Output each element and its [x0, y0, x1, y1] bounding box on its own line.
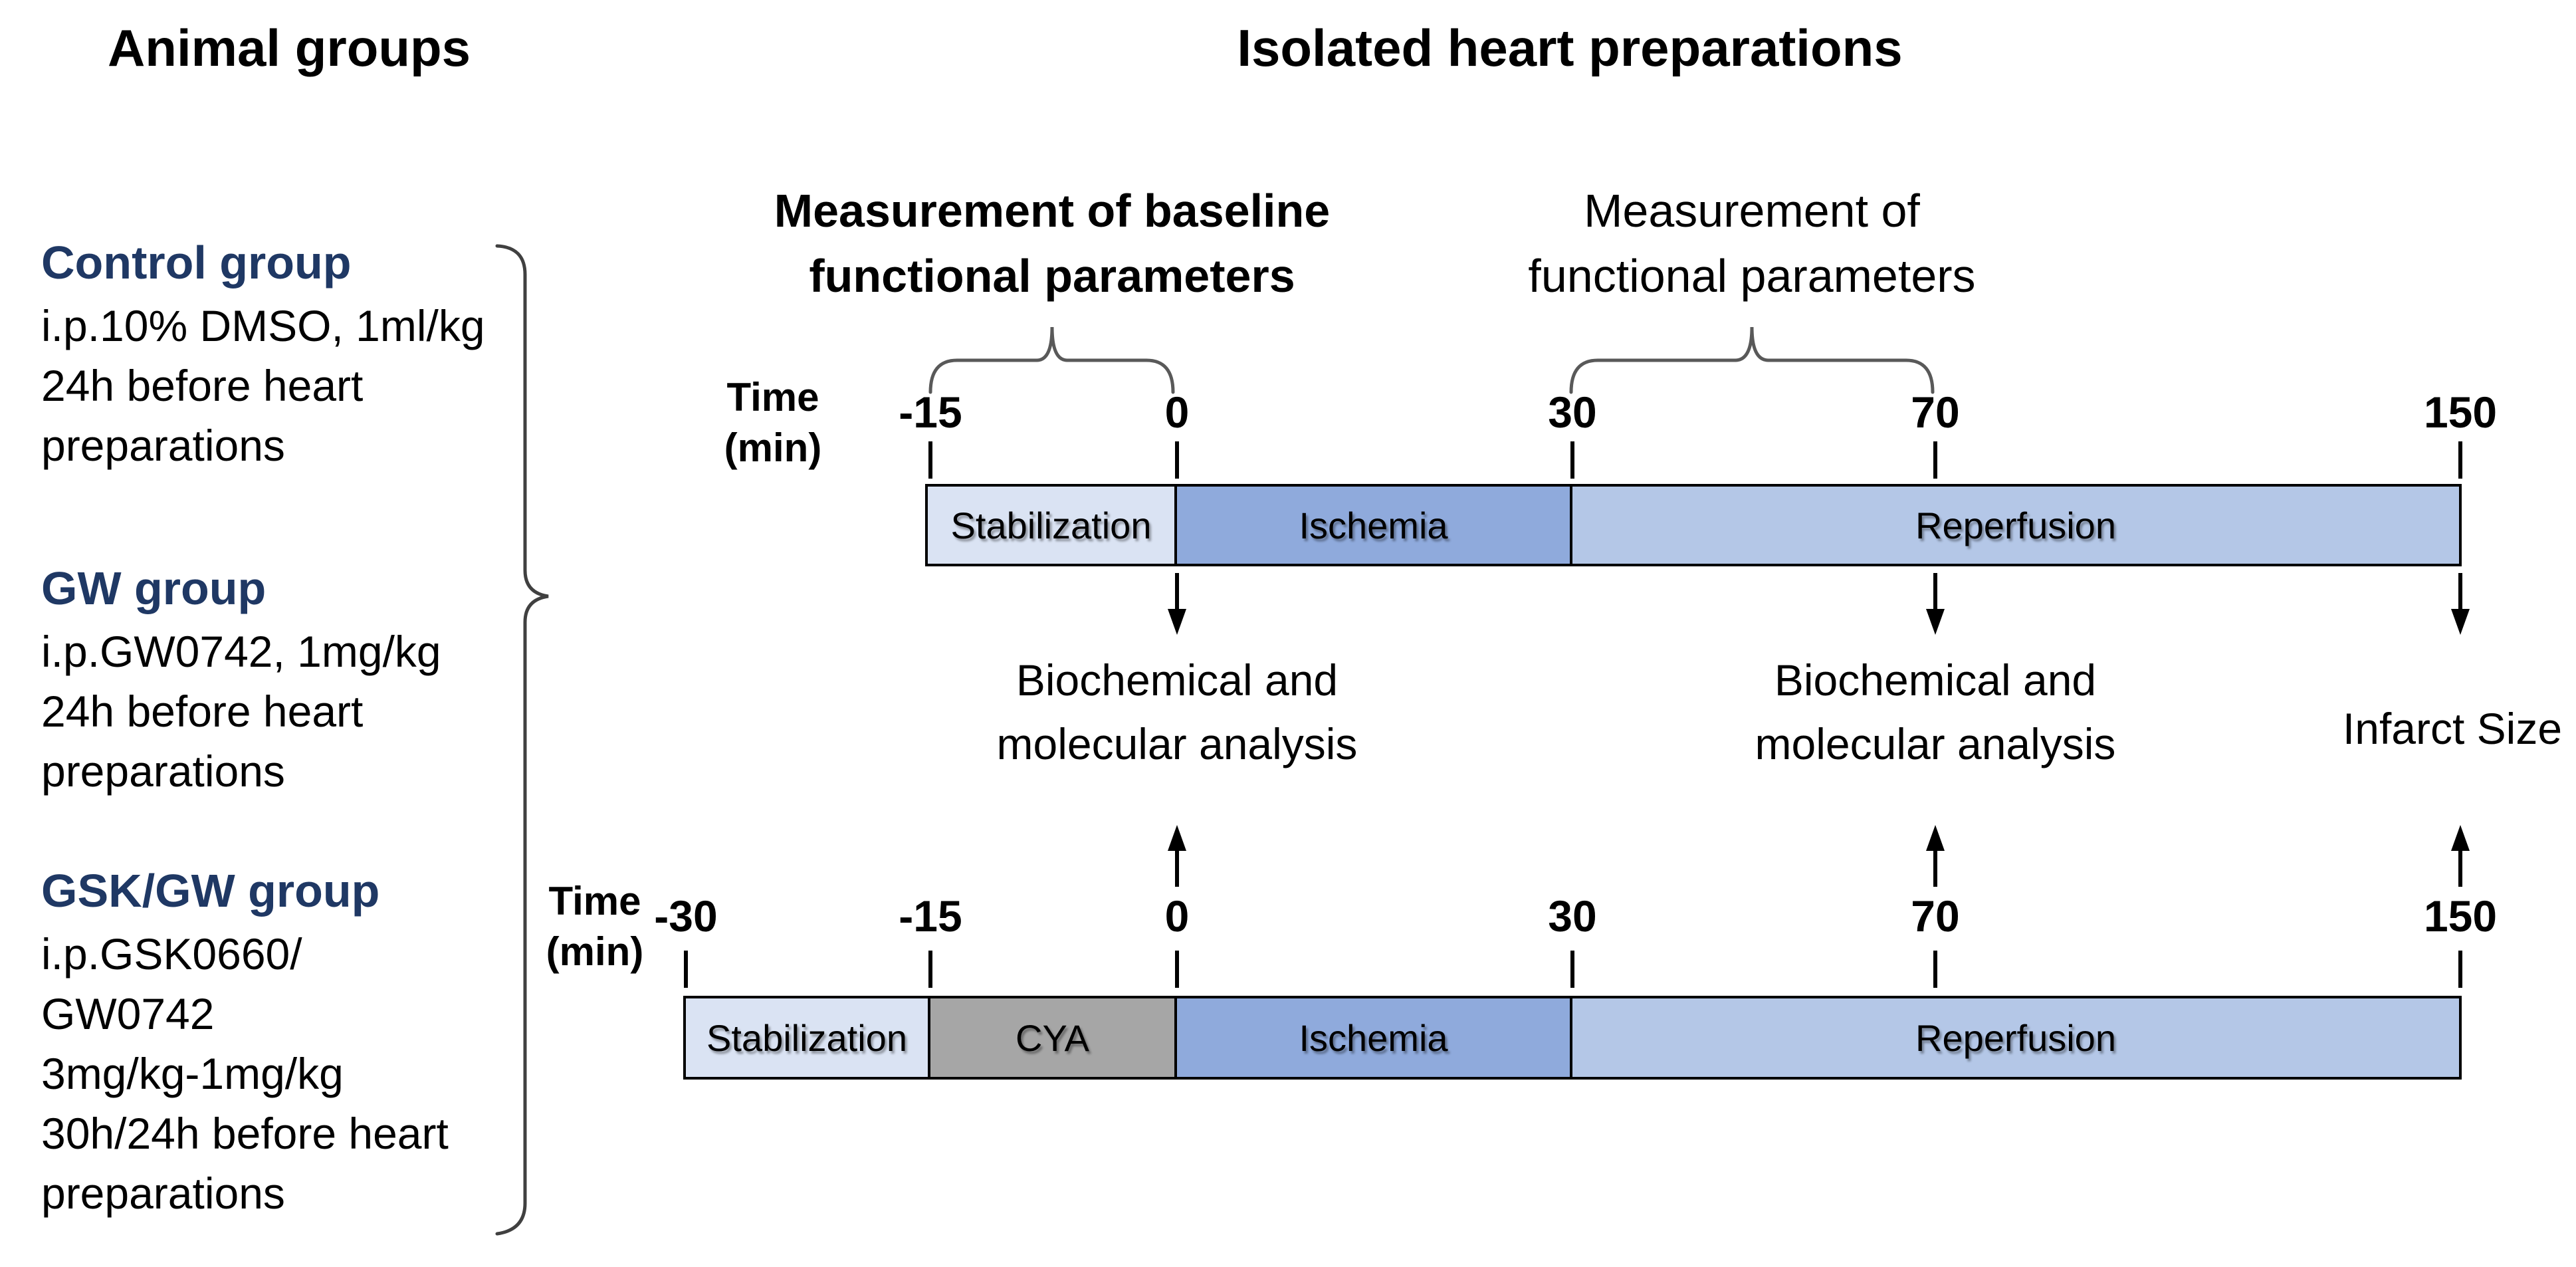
group-line: i.p.10% DMSO, 1ml/kg: [41, 301, 485, 350]
group-title: GSK/GW group: [41, 865, 380, 917]
biochemical-analysis-line1: Biochemical and: [1016, 655, 1339, 705]
tick-label-lower--15: -15: [899, 891, 962, 941]
group-gsk-gw: GSK/GW group i.p.GSK0660/ GW0742 3mg/kg-…: [41, 858, 546, 1223]
tick-mark: [1933, 951, 1937, 988]
segment-ischemia: Ischemia: [1177, 487, 1570, 564]
functional-measurement-label: Measurement of functional parameters: [1406, 178, 2097, 308]
up-arrow-icon: [1926, 825, 1945, 887]
tick-mark: [1933, 441, 1937, 479]
group-line: preparations: [41, 1169, 285, 1218]
biochemical-analysis-line1: Biochemical and: [1774, 655, 2097, 705]
functional-measurement-line2: functional parameters: [1528, 250, 1976, 302]
group-title: GW group: [41, 562, 267, 614]
time-axis-label-line1: Time: [548, 879, 641, 923]
tick-label-upper-70: 70: [1911, 388, 1960, 437]
tick-mark: [1570, 951, 1574, 988]
segment-label: Ischemia: [1299, 1016, 1448, 1059]
group-line: GW0742: [41, 989, 215, 1038]
baseline-measurement-label: Measurement of baseline functional param…: [706, 178, 1398, 308]
segment-stabilization: Stabilization: [686, 998, 928, 1077]
group-line: 3mg/kg-1mg/kg: [41, 1049, 344, 1098]
group-title: Control group: [41, 237, 352, 288]
group-line: 30h/24h before heart: [41, 1109, 449, 1158]
tick-label-upper--15: -15: [899, 388, 962, 437]
tick-label-lower-0: 0: [1164, 891, 1190, 941]
biochemical-analysis-label-2: Biochemical and molecular analysis: [1716, 648, 2155, 776]
timeline-lower-bar: Stabilization CYA Ischemia Reperfusion: [683, 996, 2462, 1080]
time-axis-label-line2: (min): [546, 929, 644, 974]
biochemical-analysis-line2: molecular analysis: [1755, 719, 2116, 768]
page-title-animal-groups: Animal groups: [107, 19, 471, 77]
tick-label-lower-30: 30: [1548, 891, 1597, 941]
time-axis-label-line1: Time: [726, 375, 819, 419]
page-title-isolated-heart-preparations: Isolated heart preparations: [1237, 19, 1903, 77]
group-line: i.p.GSK0660/: [41, 929, 302, 979]
tick-mark: [2458, 441, 2462, 479]
time-axis-label-line2: (min): [724, 425, 822, 470]
segment-ischemia: Ischemia: [1177, 998, 1570, 1077]
functional-brace-icon: [1569, 326, 1935, 394]
baseline-measurement-line2: functional parameters: [809, 250, 1295, 302]
tick-mark: [1175, 441, 1179, 479]
tick-mark: [684, 951, 688, 988]
tick-label-lower--30: -30: [654, 891, 718, 941]
segment-reperfusion: Reperfusion: [1572, 487, 2459, 564]
segment-label: Reperfusion: [1915, 504, 2116, 546]
tick-mark: [1570, 441, 1574, 479]
time-axis-label-lower: Time (min): [515, 876, 675, 977]
tick-mark: [1175, 951, 1179, 988]
biochemical-analysis-label-1: Biochemical and molecular analysis: [958, 648, 1396, 776]
tick-label-lower-150: 150: [2423, 891, 2498, 941]
group-control: Control group i.p.10% DMSO, 1ml/kg 24h b…: [41, 229, 546, 475]
tick-label-upper-0: 0: [1164, 388, 1190, 437]
group-gw: GW group i.p.GW0742, 1mg/kg 24h before h…: [41, 555, 546, 801]
group-line: i.p.GW0742, 1mg/kg: [41, 627, 441, 676]
group-line: 24h before heart: [41, 361, 364, 410]
timeline-upper-bar: Stabilization Ischemia Reperfusion: [925, 484, 2462, 566]
down-arrow-icon: [1926, 573, 1945, 635]
animal-groups-brace-icon: [495, 244, 549, 1236]
tick-label-upper-30: 30: [1548, 388, 1597, 437]
baseline-brace-icon: [928, 326, 1175, 394]
time-axis-label-upper: Time (min): [693, 372, 853, 473]
segment-stabilization: Stabilization: [928, 487, 1174, 564]
infarct-size-label: Infarct Size: [2342, 704, 2563, 753]
segment-cya: CYA: [930, 998, 1174, 1077]
segment-label: Stabilization: [950, 504, 1152, 546]
down-arrow-icon: [2451, 573, 2470, 635]
group-line: preparations: [41, 421, 285, 470]
up-arrow-icon: [2451, 825, 2470, 887]
functional-measurement-line1: Measurement of: [1584, 185, 1920, 237]
tick-mark: [928, 951, 932, 988]
tick-mark: [2458, 951, 2462, 988]
segment-label: CYA: [1016, 1016, 1089, 1059]
group-line: preparations: [41, 747, 285, 796]
segment-label: Stabilization: [706, 1016, 907, 1059]
group-line: 24h before heart: [41, 687, 364, 736]
segment-label: Ischemia: [1299, 504, 1448, 546]
segment-reperfusion: Reperfusion: [1572, 998, 2459, 1077]
down-arrow-icon: [1168, 573, 1186, 635]
tick-mark: [928, 441, 932, 479]
tick-label-lower-70: 70: [1911, 891, 1960, 941]
baseline-measurement-line1: Measurement of baseline: [774, 185, 1331, 237]
up-arrow-icon: [1168, 825, 1186, 887]
biochemical-analysis-line2: molecular analysis: [996, 719, 1358, 768]
segment-label: Reperfusion: [1915, 1016, 2116, 1059]
tick-label-upper-150: 150: [2423, 388, 2498, 437]
